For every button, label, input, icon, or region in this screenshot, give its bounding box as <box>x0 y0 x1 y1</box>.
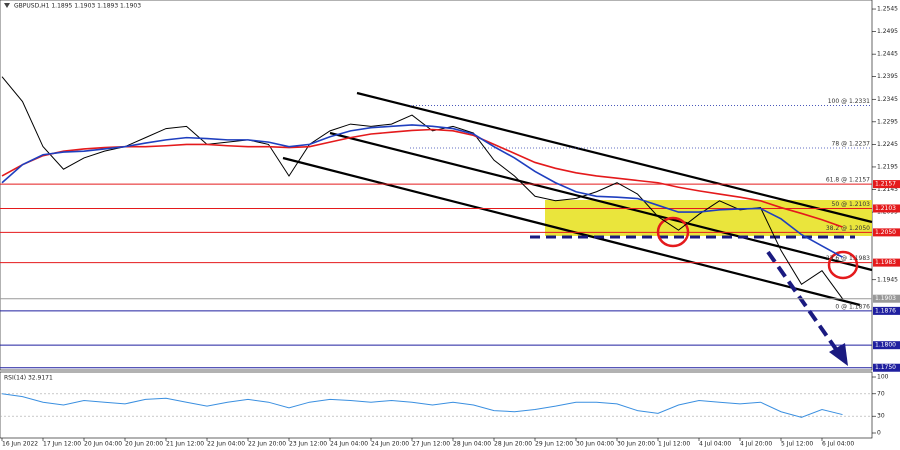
arrow-shaft <box>766 250 840 354</box>
channel-bottom <box>282 156 861 307</box>
level-label: 1.2157 <box>875 181 896 188</box>
circle <box>827 250 859 280</box>
x-tick-label: 20 Jun 04:00 <box>84 441 122 448</box>
x-tick-label: 21 Jun 12:00 <box>166 441 204 448</box>
header-title: GBPUSD,H1 1.1895 1.1903 1.1893 1.1903 <box>14 3 141 10</box>
series-line <box>1 128 843 228</box>
y-tick-label: 1.2345 <box>877 96 898 103</box>
level-label: 1.2050 <box>875 229 896 236</box>
level-box <box>873 294 900 303</box>
rsi-frame <box>0 371 873 439</box>
y-tick-label: 1.1945 <box>877 276 898 283</box>
x-tick-label: 16 Jun 2022 <box>2 441 38 448</box>
y-tick-label: 1.2545 <box>877 6 898 13</box>
y-tick-label: 100 <box>877 374 889 381</box>
level-box <box>873 180 900 189</box>
x-tick-label: 23 Jun 12:00 <box>289 441 327 448</box>
rsi-title: RSI(14) 32.9171 <box>4 375 53 382</box>
x-tick-label: 4 Jul 04:00 <box>699 441 731 448</box>
level-label: 1.1903 <box>875 295 896 302</box>
y-tick-label: 1.2295 <box>877 118 898 125</box>
level-box <box>873 306 900 315</box>
x-tick-label: 27 Jun 12:00 <box>412 441 450 448</box>
fib-label: 50 @ 1.2103 <box>832 201 871 208</box>
series-line <box>1 393 843 418</box>
x-tick-label: 6 Jul 04:00 <box>822 441 854 448</box>
y-tick-label: 1.2195 <box>877 163 898 170</box>
x-tick-label: 20 Jun 20:00 <box>125 441 163 448</box>
y-tick-label: 1.2495 <box>877 28 898 35</box>
y-tick-label: 1.2145 <box>877 186 898 193</box>
x-tick-label: 30 Jun 20:00 <box>617 441 655 448</box>
x-tick-label: 22 Jun 04:00 <box>207 441 245 448</box>
x-tick-label: 28 Jun 20:00 <box>494 441 532 448</box>
icon <box>4 3 10 8</box>
fib-label: 100 @ 1.2331 <box>828 98 870 105</box>
x-tick-label: 5 Jul 12:00 <box>781 441 813 448</box>
level-box <box>873 341 900 350</box>
x-tick-label: 22 Jun 20:00 <box>248 441 286 448</box>
x-tick-label: 24 Jun 04:00 <box>330 441 368 448</box>
y-tick-label: 1.2445 <box>877 51 898 58</box>
x-tick-label: 29 Jun 12:00 <box>535 441 573 448</box>
arrow-head <box>829 343 848 366</box>
fib-label: 23.6 @ 1.1983 <box>826 255 870 262</box>
x-tick-label: 30 Jun 04:00 <box>576 441 614 448</box>
level-label: 1.2103 <box>875 205 896 212</box>
channel-mid <box>329 131 873 272</box>
fib-label: 38.2 @ 1.2050 <box>826 225 870 232</box>
fib-label: 78 @ 1.2237 <box>832 141 871 148</box>
fib-label: 0 @ 1.1876 <box>835 303 870 310</box>
zone <box>545 200 872 236</box>
y-tick-label: 1.2395 <box>877 73 898 80</box>
level-box <box>873 228 900 237</box>
level-label: 1.1983 <box>875 259 896 266</box>
level-label: 1.1876 <box>875 307 896 314</box>
fib-label: 61.8 @ 1.2157 <box>826 177 870 184</box>
series-line <box>1 124 843 258</box>
channel <box>282 91 873 307</box>
x-tick-label: 4 Jul 20:00 <box>740 441 772 448</box>
price-frame <box>0 0 873 371</box>
level-box <box>873 258 900 267</box>
level-box <box>873 204 900 213</box>
x-tick-label: 28 Jun 04:00 <box>453 441 491 448</box>
level-label: 1.1800 <box>875 342 896 349</box>
level-box <box>873 363 900 372</box>
y-tick-label: 30 <box>877 413 885 420</box>
x-tick-label: 24 Jun 20:00 <box>371 441 409 448</box>
y-tick-label: 0 <box>877 430 881 437</box>
x-tick-label: 1 Jul 12:00 <box>658 441 690 448</box>
x-tick-label: 17 Jun 12:00 <box>43 441 81 448</box>
y-tick-label: 1.2245 <box>877 141 898 148</box>
level-label: 1.1750 <box>875 364 896 371</box>
channel-top <box>356 91 873 224</box>
y-tick-label: 70 <box>877 390 885 397</box>
